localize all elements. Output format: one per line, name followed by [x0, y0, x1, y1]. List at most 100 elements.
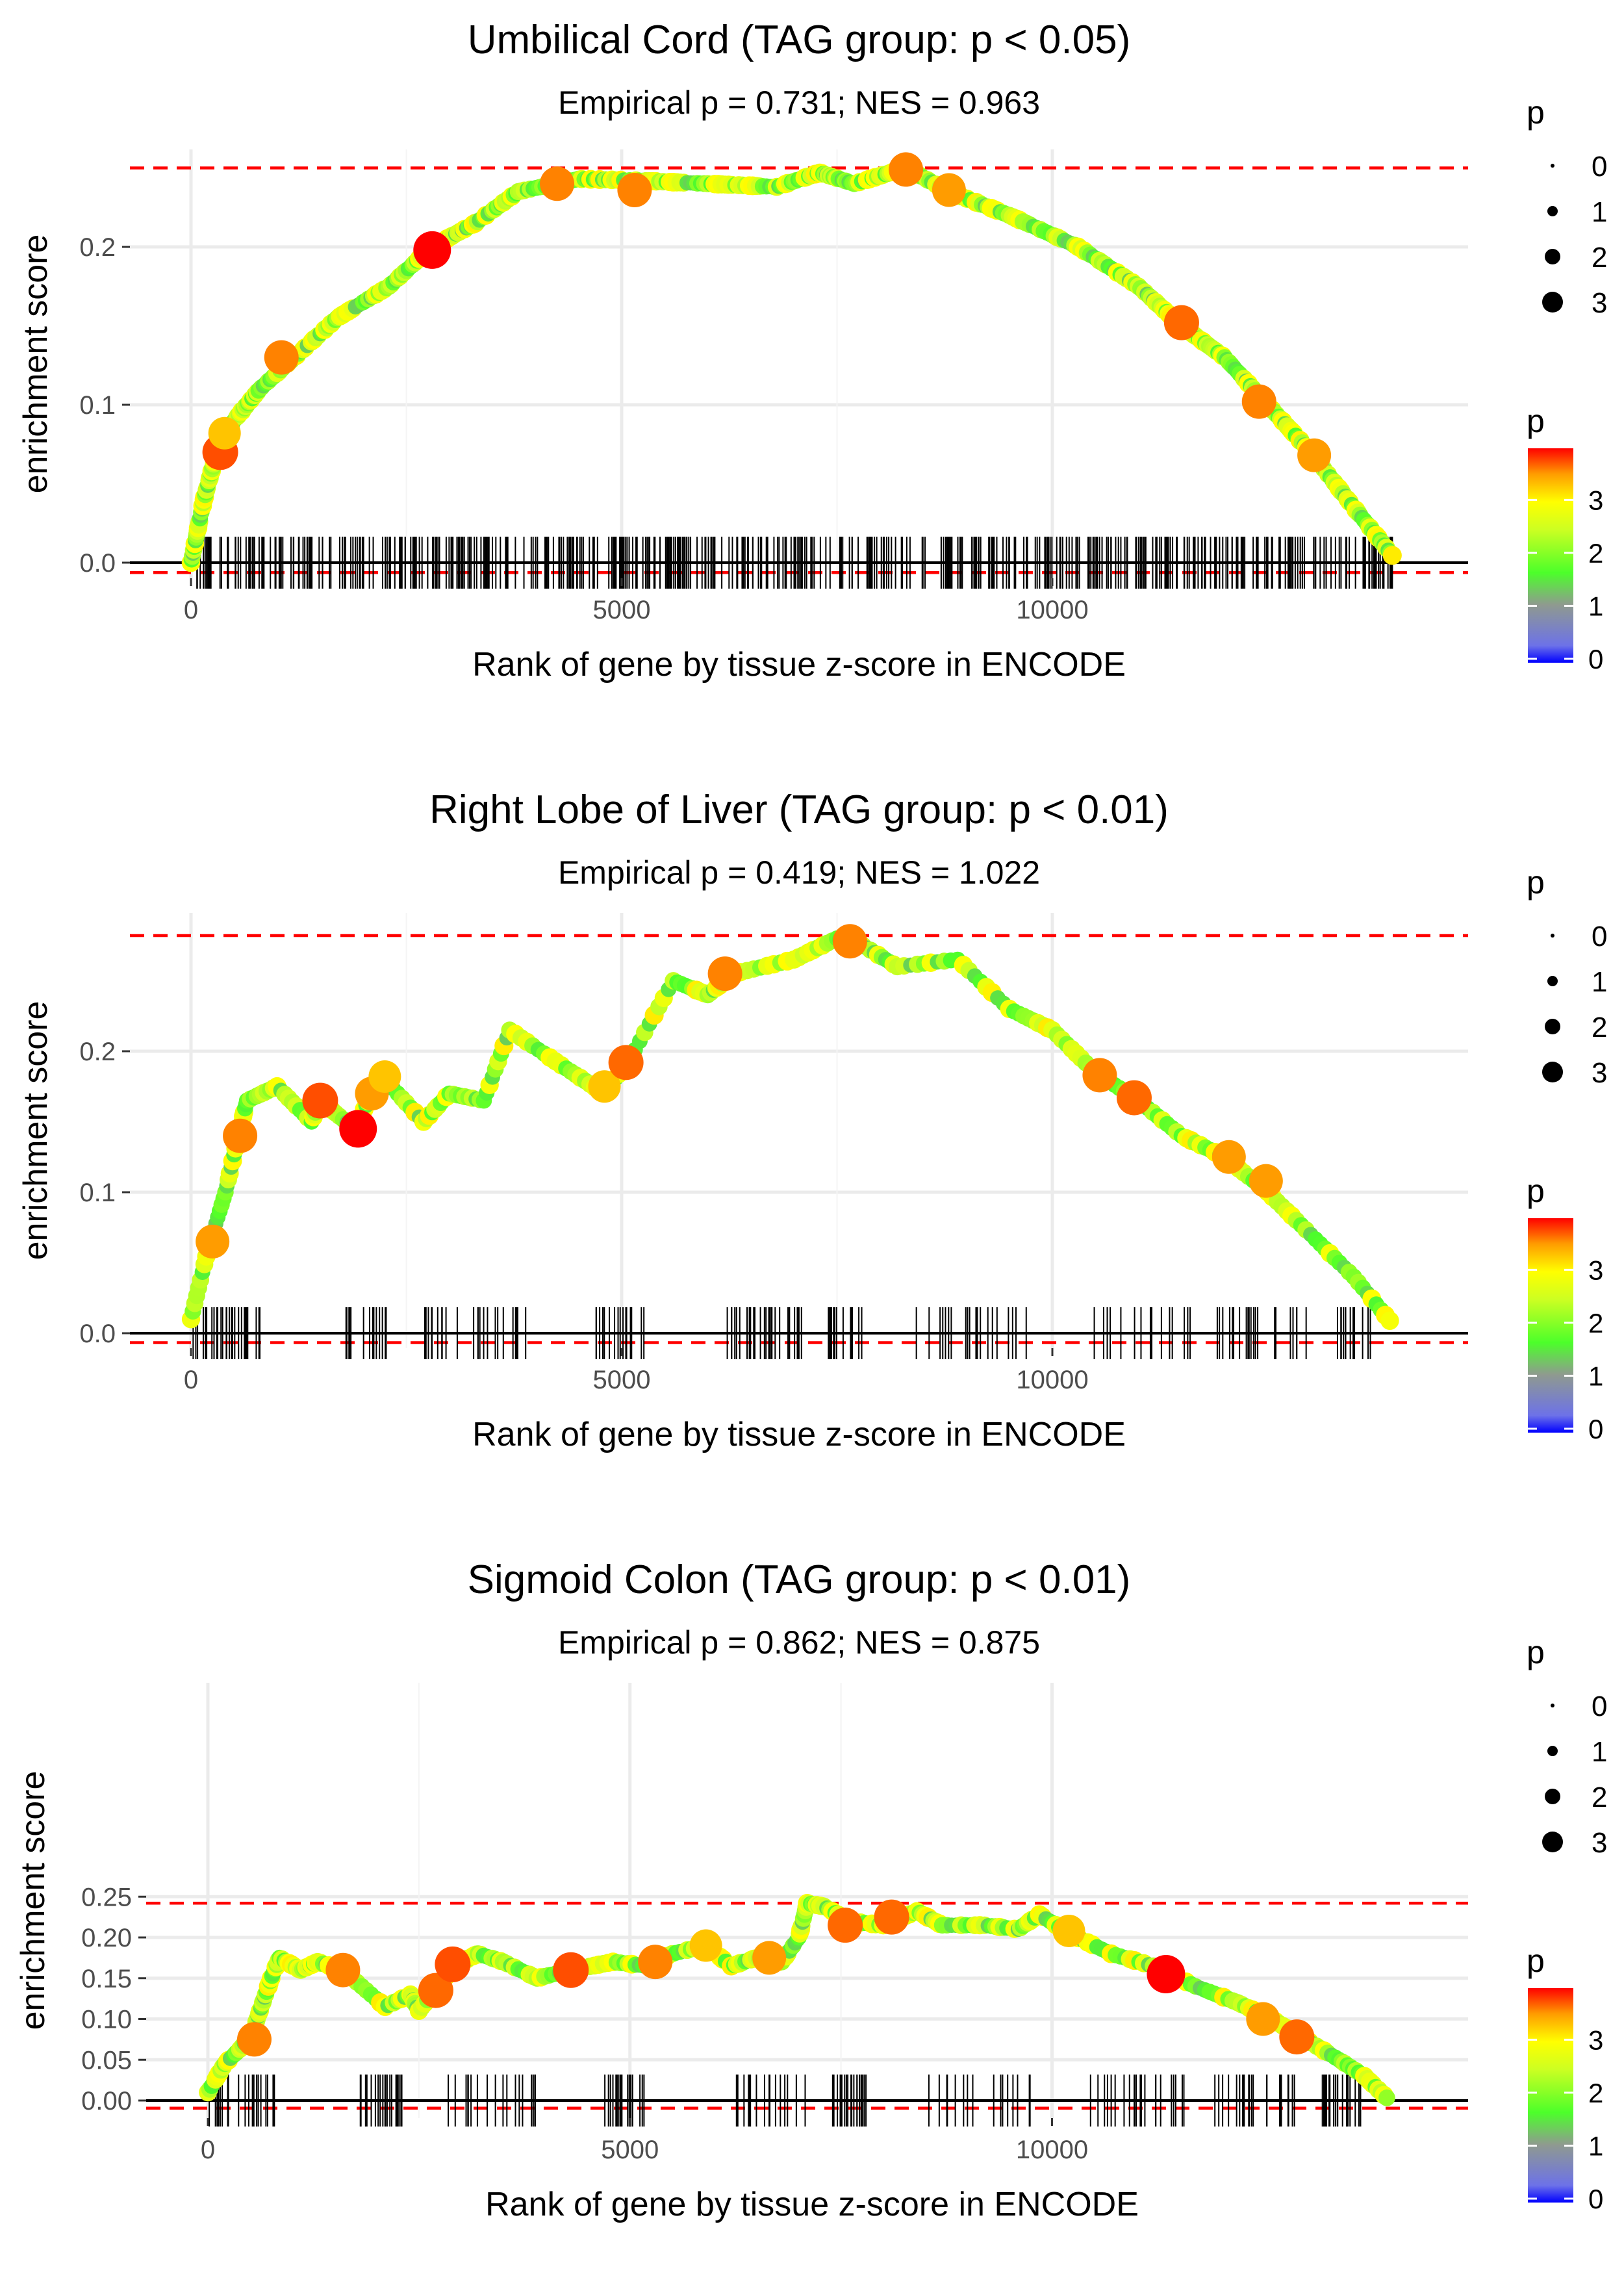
y-axis-label: enrichment score — [17, 1001, 55, 1260]
size-legend: p 0 1 2 3 — [1527, 864, 1607, 1089]
enrichment-point-highlight — [638, 1945, 673, 1980]
size-legend-label: 2 — [1592, 242, 1607, 274]
size-legend-label: 2 — [1592, 1782, 1607, 1813]
enrichment-point-highlight — [435, 1946, 471, 1982]
enrichment-point — [1382, 546, 1402, 565]
enrichment-point-highlight — [302, 1082, 338, 1119]
x-axis-label: Rank of gene by tissue z-score in ENCODE — [472, 1416, 1126, 1453]
enrichment-point-highlight — [413, 231, 451, 269]
enrichment-points — [181, 924, 1399, 1330]
color-legend-label: 3 — [1588, 1255, 1603, 1285]
size-legend-dot — [1542, 1062, 1563, 1082]
axes: 0 5000 10000 0.00 0.05 0.10 0.15 0.20 0.25 Rank o… — [14, 1771, 1139, 2223]
x-tick-label: 5000 — [593, 596, 651, 624]
enrichment-point-highlight — [1249, 1164, 1283, 1198]
color-legend-label: 2 — [1588, 1308, 1603, 1338]
color-legend-label: 0 — [1588, 1414, 1603, 1444]
chart-subtitle: Empirical p = 0.862; NES = 0.875 — [558, 1624, 1040, 1661]
color-legend: p 3 2 1 0 — [1527, 1943, 1603, 2214]
enrichment-point-highlight — [325, 1952, 361, 1987]
enrichment-point-highlight — [1052, 1914, 1085, 1947]
size-legend-dot — [1542, 292, 1563, 313]
color-legend-bar — [1528, 448, 1573, 663]
color-legend-label: 3 — [1588, 485, 1603, 515]
x-tick-label: 0 — [184, 1366, 198, 1394]
color-legend-label: 1 — [1588, 2130, 1603, 2161]
x-tick-label: 10000 — [1016, 2136, 1088, 2164]
enrichment-point-highlight — [689, 1929, 722, 1962]
y-tick-label: 0.1 — [79, 1179, 116, 1207]
size-legend-dot — [1542, 1832, 1563, 1852]
size-legend-dot — [1551, 1704, 1554, 1707]
y-tick-label: 0.10 — [81, 2006, 132, 2034]
enrichment-point-highlight — [1246, 2002, 1280, 2036]
size-legend-title: p — [1527, 94, 1545, 131]
enrichment-point-highlight — [1163, 305, 1199, 340]
x-tick-label: 10000 — [1016, 1366, 1088, 1394]
enrichment-point — [1378, 2089, 1395, 2106]
axes: 0 5000 10000 0.0 0.1 0.2 Rank of gene by tissu… — [17, 233, 1126, 683]
enrichment-point-highlight — [1279, 2019, 1315, 2055]
y-tick-label: 0.0 — [79, 549, 116, 578]
axes: 0 5000 10000 0.0 0.1 0.2 Rank of gene by tissu… — [17, 1001, 1126, 1453]
chart-subtitle: Empirical p = 0.731; NES = 0.963 — [558, 84, 1040, 121]
y-tick-label: 0.15 — [81, 1965, 132, 1993]
enrichment-points — [199, 1893, 1395, 2106]
enrichment-point-highlight — [932, 173, 966, 207]
size-legend-label: 0 — [1592, 921, 1607, 952]
chart-panel-2: Right Lobe of Liver (TAG group: p < 0.01… — [17, 787, 1607, 1453]
enrichment-curve — [189, 166, 1396, 563]
x-tick-label: 5000 — [593, 1366, 651, 1394]
enrichment-point-highlight — [874, 1899, 909, 1935]
gridlines — [130, 913, 1468, 1348]
color-legend-bar — [1528, 1988, 1573, 2203]
size-legend: p 0 1 2 3 — [1527, 94, 1607, 319]
enrichment-point-highlight — [889, 152, 924, 187]
size-legend-dot — [1551, 164, 1554, 168]
color-legend-label: 0 — [1588, 644, 1603, 674]
enrichment-point-highlight — [1241, 384, 1276, 419]
color-legend: p 3 2 1 0 — [1527, 403, 1603, 674]
x-tick-label: 0 — [201, 2136, 215, 2164]
size-legend-dot — [1545, 1019, 1560, 1034]
enrichment-point-highlight — [223, 1118, 258, 1153]
enrichment-point-highlight — [1116, 1080, 1152, 1116]
enrichment-point-highlight — [752, 1941, 787, 1975]
size-legend-label: 3 — [1592, 1827, 1607, 1859]
enrichment-point-highlight — [588, 1070, 621, 1103]
color-legend-label: 2 — [1588, 2078, 1603, 2108]
size-legend-label: 3 — [1592, 287, 1607, 319]
enrichment-point-highlight — [339, 1110, 377, 1148]
enrichment-point-highlight — [553, 1952, 589, 1988]
x-tick-label: 10000 — [1016, 596, 1088, 624]
enrichment-point-highlight — [1147, 1954, 1186, 1993]
color-legend-label: 1 — [1588, 1361, 1603, 1391]
chart-subtitle: Empirical p = 0.419; NES = 1.022 — [558, 854, 1040, 891]
enrichment-point-highlight — [196, 1224, 230, 1258]
size-legend-label: 1 — [1592, 966, 1607, 998]
x-tick-label: 5000 — [601, 2136, 659, 2164]
size-legend-dot — [1547, 1746, 1558, 1756]
color-legend-label: 0 — [1588, 2184, 1603, 2214]
enrichment-point-highlight — [1297, 438, 1332, 472]
size-legend-dot — [1545, 249, 1560, 264]
enrichment-point-highlight — [368, 1060, 401, 1093]
y-tick-label: 0.2 — [79, 233, 116, 262]
size-legend-dot — [1547, 206, 1558, 216]
enrichment-point-highlight — [1082, 1058, 1117, 1093]
color-legend: p 3 2 1 0 — [1527, 1173, 1603, 1444]
gridlines — [130, 149, 1468, 578]
enrichment-point-highlight — [828, 1908, 863, 1943]
y-axis-label: enrichment score — [17, 235, 55, 494]
chart-title: Umbilical Cord (TAG group: p < 0.05) — [468, 18, 1131, 62]
chart-title: Sigmoid Colon (TAG group: p < 0.01) — [468, 1557, 1131, 1602]
size-legend: p 0 1 2 3 — [1527, 1634, 1607, 1859]
color-legend-title: p — [1527, 403, 1545, 439]
enrichment-point — [1380, 1311, 1399, 1330]
enrichment-point-highlight — [707, 956, 742, 991]
enrichment-point-highlight — [832, 924, 867, 959]
size-legend-dot — [1547, 976, 1558, 986]
y-tick-label: 0.0 — [79, 1320, 116, 1348]
enrichment-point-highlight — [418, 1973, 453, 2008]
color-legend-title: p — [1527, 1943, 1545, 1979]
